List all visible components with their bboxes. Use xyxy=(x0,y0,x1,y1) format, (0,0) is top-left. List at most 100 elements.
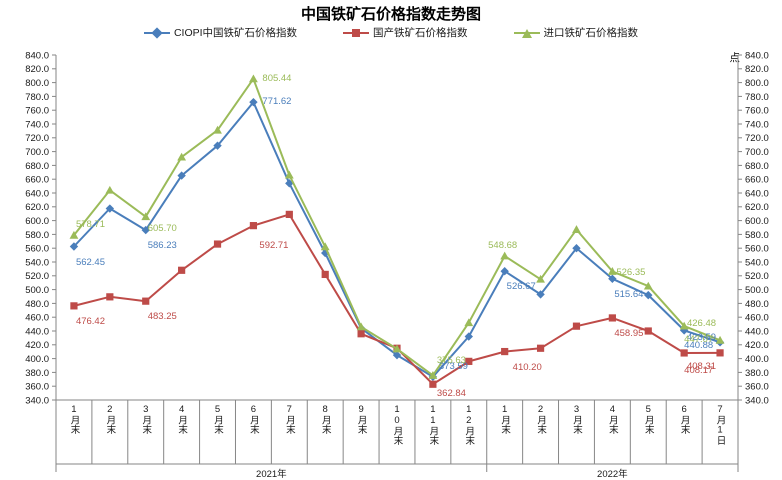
svg-text:440.0: 440.0 xyxy=(745,326,769,337)
x-axis-label: 6月末 xyxy=(678,404,690,434)
y-axis-unit-label: 点 xyxy=(729,52,741,64)
svg-text:680.0: 680.0 xyxy=(745,161,769,172)
svg-text:360.0: 360.0 xyxy=(25,382,49,393)
x-axis-label: 4月末 xyxy=(176,404,188,434)
x-axis-label: 2月末 xyxy=(535,404,547,434)
data-point-label: 476.42 xyxy=(75,315,105,327)
x-axis-label: 11月末 xyxy=(427,404,439,445)
x-axis-label: 2月末 xyxy=(104,404,116,434)
data-point-label: 426.48 xyxy=(686,318,717,330)
x-axis-label: 5月末 xyxy=(212,404,224,434)
data-point-label: 771.62 xyxy=(262,96,292,108)
x-axis-label: 1月末 xyxy=(68,404,80,434)
x-axis-label: 3月末 xyxy=(570,404,582,434)
data-point-label: 562.45 xyxy=(75,256,105,268)
data-point-label: 526.67 xyxy=(506,281,536,293)
x-axis-group-label: 2021年 xyxy=(256,469,287,480)
svg-text:600.0: 600.0 xyxy=(25,216,49,227)
svg-text:560.0: 560.0 xyxy=(25,244,49,255)
data-point-label: 447.07 xyxy=(684,334,714,346)
data-point-label: 515.64 xyxy=(614,288,644,300)
svg-text:520.0: 520.0 xyxy=(25,271,49,282)
svg-text:840.0: 840.0 xyxy=(25,50,49,61)
svg-text:740.0: 740.0 xyxy=(745,119,769,130)
svg-text:820.0: 820.0 xyxy=(25,64,49,75)
svg-text:600.0: 600.0 xyxy=(745,216,769,227)
svg-text:780.0: 780.0 xyxy=(745,92,769,103)
svg-text:820.0: 820.0 xyxy=(745,64,769,75)
svg-text:680.0: 680.0 xyxy=(25,161,49,172)
svg-text:800.0: 800.0 xyxy=(745,78,769,89)
x-axis-label: 7月1日 xyxy=(714,404,726,445)
x-axis-label: 9月末 xyxy=(355,404,367,434)
data-point-label: 605.70 xyxy=(147,222,177,234)
svg-text:380.0: 380.0 xyxy=(25,368,49,379)
legend-swatch-domestic xyxy=(343,27,370,39)
svg-text:760.0: 760.0 xyxy=(25,106,49,117)
svg-text:660.0: 660.0 xyxy=(745,175,769,186)
x-axis-label: 4月末 xyxy=(606,404,618,434)
data-point-label: 548.68 xyxy=(488,240,518,251)
svg-text:580.0: 580.0 xyxy=(745,230,769,241)
legend-item-ciopi[interactable]: CIOPI中国铁矿石价格指数 xyxy=(143,25,298,40)
data-point-label: 458.95 xyxy=(614,327,644,339)
legend-label-ciopi: CIOPI中国铁矿石价格指数 xyxy=(173,27,298,39)
data-point-label: 408.17 xyxy=(684,364,714,376)
svg-text:620.0: 620.0 xyxy=(745,202,769,213)
legend-label-domestic: 国产铁矿石价格指数 xyxy=(373,27,468,39)
legend-label-imported: 进口铁矿石价格指数 xyxy=(543,27,639,39)
svg-text:360.0: 360.0 xyxy=(745,382,769,393)
data-point-label: 592.71 xyxy=(259,239,289,251)
data-point-label: 375.63 xyxy=(436,355,466,367)
x-axis-label: 12月末 xyxy=(463,404,475,445)
legend-item-imported[interactable]: 进口铁矿石价格指数 xyxy=(513,25,639,40)
svg-text:400.0: 400.0 xyxy=(25,354,49,365)
legend-swatch-imported xyxy=(513,27,540,39)
svg-text:540.0: 540.0 xyxy=(745,257,769,268)
svg-text:520.0: 520.0 xyxy=(745,271,769,282)
svg-text:640.0: 640.0 xyxy=(745,188,769,199)
series-3 xyxy=(69,74,725,379)
x-axis-label: 1月末 xyxy=(499,404,511,434)
svg-text:720.0: 720.0 xyxy=(745,133,769,144)
svg-text:460.0: 460.0 xyxy=(25,313,49,324)
svg-text:620.0: 620.0 xyxy=(25,202,49,213)
svg-text:700.0: 700.0 xyxy=(745,147,769,158)
svg-text:580.0: 580.0 xyxy=(25,230,49,241)
data-point-label: 483.25 xyxy=(147,311,177,323)
svg-text:760.0: 760.0 xyxy=(745,106,769,117)
data-point-label: 578.71 xyxy=(75,219,105,231)
svg-text:660.0: 660.0 xyxy=(25,175,49,186)
x-axis-label: 5月末 xyxy=(642,404,654,434)
legend-item-domestic[interactable]: 国产铁矿石价格指数 xyxy=(343,25,468,40)
svg-text:720.0: 720.0 xyxy=(25,133,49,144)
x-axis-group-label: 2022年 xyxy=(597,469,628,480)
svg-text:560.0: 560.0 xyxy=(745,244,769,255)
svg-text:340.0: 340.0 xyxy=(25,395,49,406)
svg-text:640.0: 640.0 xyxy=(25,188,49,199)
svg-text:700.0: 700.0 xyxy=(25,147,49,158)
svg-text:500.0: 500.0 xyxy=(745,285,769,296)
svg-text:480.0: 480.0 xyxy=(25,299,49,310)
chart-legend: CIOPI中国铁矿石价格指数 国产铁矿石价格指数 进口铁矿石价格指数 xyxy=(0,25,782,40)
data-point-label: 410.20 xyxy=(512,361,542,373)
svg-text:740.0: 740.0 xyxy=(25,119,49,130)
svg-text:840.0: 840.0 xyxy=(745,50,769,61)
data-point-label: 586.23 xyxy=(147,240,177,252)
svg-text:420.0: 420.0 xyxy=(745,340,769,351)
svg-text:780.0: 780.0 xyxy=(25,92,49,103)
data-point-label: 373.59 xyxy=(438,360,468,372)
data-point-label: 423.59 xyxy=(686,332,717,344)
x-axis-label: 7月末 xyxy=(283,404,295,434)
svg-text:380.0: 380.0 xyxy=(745,368,769,379)
svg-text:400.0: 400.0 xyxy=(745,354,769,365)
data-point-label: 526.35 xyxy=(616,267,646,279)
x-axis-label: 8月末 xyxy=(319,404,331,434)
svg-text:540.0: 540.0 xyxy=(25,257,49,268)
svg-text:480.0: 480.0 xyxy=(745,299,769,310)
x-axis-label: 3月末 xyxy=(140,404,152,434)
data-point-label: 408.31 xyxy=(686,360,717,372)
data-point-label: 440.88 xyxy=(684,340,714,352)
